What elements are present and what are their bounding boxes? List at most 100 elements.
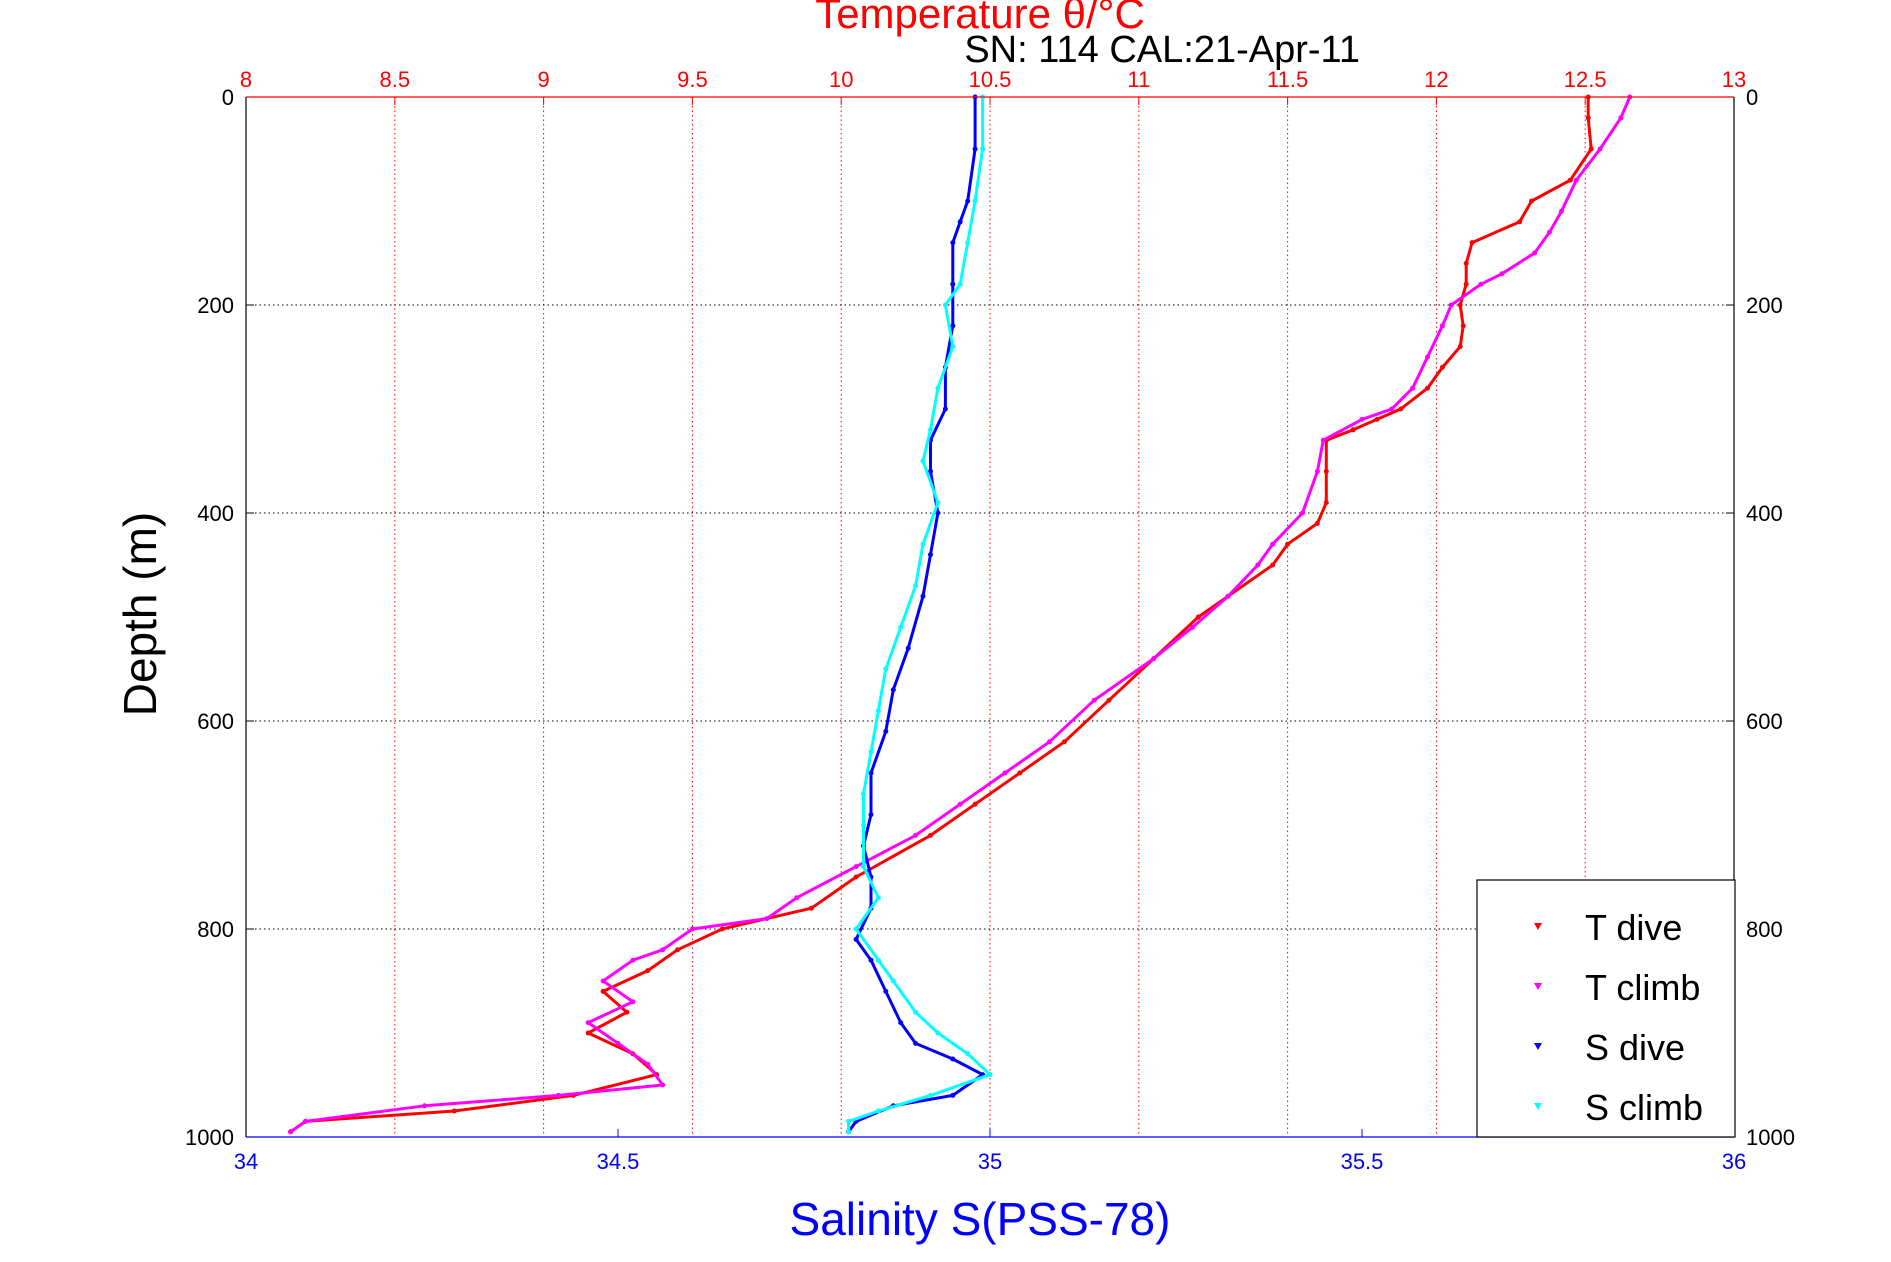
salinity-tick-label: 35.5 [1341, 1149, 1384, 1174]
data-point [1439, 323, 1445, 329]
data-point [630, 957, 636, 963]
depth-tick-label-left: 200 [197, 293, 234, 318]
depth-tick-label-left: 800 [197, 917, 234, 942]
depth-tick-label-left: 400 [197, 501, 234, 526]
data-point [764, 916, 770, 922]
data-point [957, 219, 963, 225]
data-point [1255, 562, 1261, 568]
legend-marker [1534, 923, 1542, 930]
data-point [920, 541, 926, 547]
data-point [675, 947, 680, 953]
data-point [1320, 437, 1326, 443]
legend-marker [1534, 1103, 1542, 1110]
data-point [950, 1092, 956, 1098]
legend-entry-label: S dive [1585, 1027, 1685, 1068]
data-point [905, 645, 911, 651]
data-point [1463, 281, 1469, 287]
data-point [615, 1040, 621, 1046]
data-point [1398, 406, 1404, 412]
data-point [1017, 770, 1023, 776]
temperature-tick-label: 13 [1722, 67, 1746, 92]
data-point [1270, 562, 1276, 568]
data-point [913, 583, 919, 589]
data-point [600, 988, 606, 994]
data-point [928, 427, 933, 433]
data-point [950, 1056, 956, 1062]
depth-tick-label-right: 0 [1746, 85, 1758, 110]
data-point [451, 1108, 457, 1114]
data-point [987, 1072, 993, 1078]
series-s-climb [846, 94, 993, 1135]
data-point [928, 468, 933, 474]
data-point [1047, 739, 1052, 745]
data-point [1285, 541, 1291, 547]
data-point [1517, 219, 1523, 225]
data-point [645, 968, 651, 974]
depth-tick-label-left: 600 [197, 709, 234, 734]
data-point [950, 281, 956, 287]
legend-marker [1534, 1043, 1542, 1050]
data-point [883, 728, 889, 734]
salinity-tick-label: 35 [978, 1149, 1002, 1174]
data-point [898, 1020, 904, 1026]
data-point [1499, 271, 1505, 277]
data-point [1478, 281, 1484, 287]
depth-tick-label-right: 400 [1746, 501, 1783, 526]
data-point [868, 957, 874, 963]
temperature-tick-label: 12.5 [1564, 67, 1607, 92]
grid-lines [246, 97, 1734, 1137]
data-point [913, 1040, 919, 1046]
data-point [1558, 208, 1564, 214]
data-point [624, 1009, 630, 1015]
series-line [847, 97, 992, 1132]
data-point [913, 832, 919, 838]
data-point [890, 978, 896, 984]
data-point [1425, 354, 1430, 360]
temperature-tick-label: 8 [240, 67, 252, 92]
salinity-tick-label: 34.5 [597, 1149, 640, 1174]
data-point [853, 864, 859, 870]
data-point [875, 895, 881, 901]
data-point [942, 406, 948, 412]
data-point [288, 1129, 294, 1135]
data-point [1091, 697, 1097, 703]
data-point [630, 999, 636, 1005]
data-point [935, 1030, 941, 1036]
data-point [890, 687, 896, 693]
data-point [585, 1030, 591, 1036]
data-point [868, 749, 874, 755]
temperature-tick-label: 9 [537, 67, 549, 92]
data-point [1410, 385, 1416, 391]
data-point [1189, 624, 1195, 630]
data-point [1300, 510, 1305, 516]
data-point [556, 1092, 561, 1098]
data-point [1314, 520, 1320, 526]
legend-entry-label: T climb [1585, 967, 1700, 1008]
legend-marker [1534, 983, 1542, 990]
data-point [1529, 198, 1535, 204]
data-point [1314, 468, 1320, 474]
data-point [913, 1009, 919, 1015]
data-point [1448, 302, 1454, 308]
data-point [861, 864, 866, 870]
data-point [1567, 177, 1573, 183]
data-point [965, 240, 971, 246]
data-point [861, 822, 866, 828]
depth-tick-label-right: 600 [1746, 709, 1783, 734]
depth-tick-label-right: 200 [1746, 293, 1783, 318]
data-point [1547, 229, 1552, 235]
data-point [660, 947, 666, 953]
salinity-tick-label: 36 [1722, 1149, 1746, 1174]
data-point [585, 1020, 591, 1026]
temperature-tick-label: 11.5 [1267, 67, 1308, 92]
data-point [1457, 344, 1463, 350]
temperature-tick-label: 11 [1127, 67, 1150, 92]
data-point [1359, 416, 1365, 422]
data-point [645, 1061, 651, 1067]
temperature-tick-label: 10 [829, 67, 853, 92]
data-point [1439, 364, 1445, 370]
series-t-climb [288, 94, 1633, 1135]
data-point [972, 801, 978, 807]
data-point [965, 198, 971, 204]
